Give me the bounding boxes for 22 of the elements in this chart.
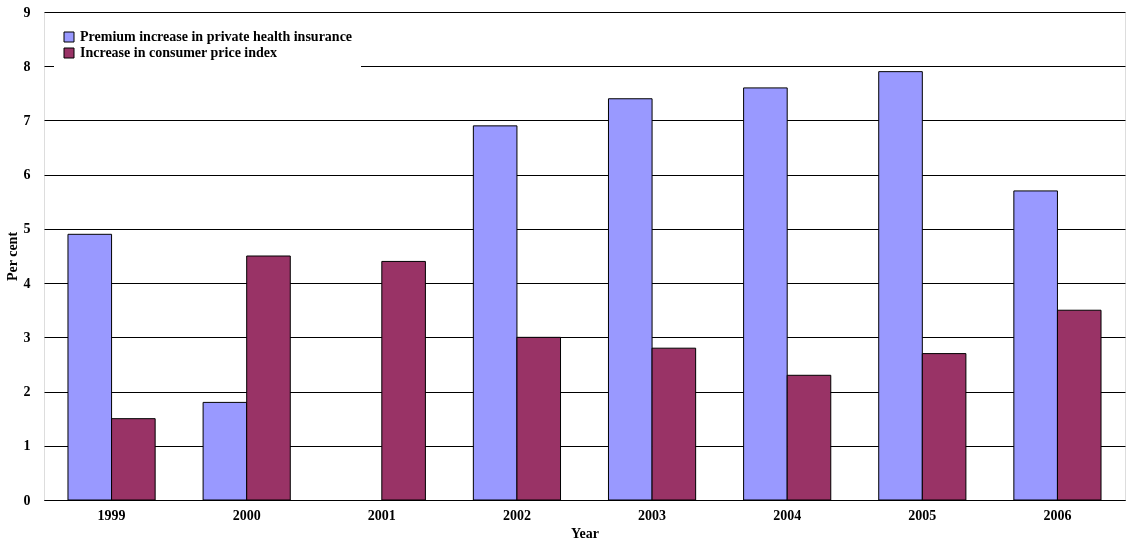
y-tick-label: 3 [23,329,31,345]
y-tick-label: 1 [23,438,31,454]
x-tick-label: 1999 [97,507,126,523]
y-tick-label: 4 [23,275,31,291]
x-tick-label: 2001 [367,507,396,523]
y-tick-label: 6 [23,167,31,183]
x-tick-label: 2005 [908,507,937,523]
x-tick-label: 2000 [232,507,261,523]
legend-label: Increase in consumer price index [80,45,278,60]
x-tick-label: 2002 [502,507,531,523]
y-tick-label: 5 [23,221,31,237]
y-tick-label: 7 [23,112,31,128]
y-tick-label: 0 [23,492,31,508]
y-tick-label: 2 [23,384,31,400]
x-axis-title: Year [571,525,599,541]
x-tick-label: 2006 [1043,507,1072,523]
x-tick-label: 2003 [638,507,667,523]
legend-label: Premium increase in private health insurance [80,29,353,44]
x-tick-label: 2004 [773,507,802,523]
y-axis-title: Per cent [4,231,20,282]
y-tick-label: 9 [23,4,31,20]
y-tick-label: 8 [23,58,31,74]
